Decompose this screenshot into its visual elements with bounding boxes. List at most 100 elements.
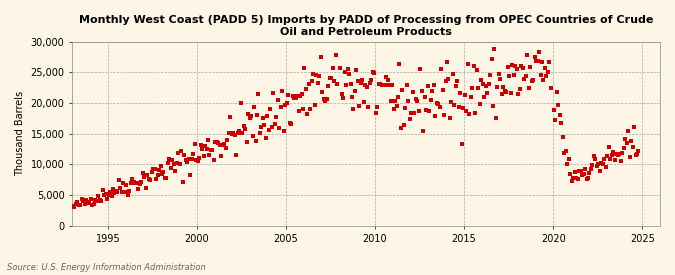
Point bbox=[351, 68, 362, 72]
Point bbox=[510, 64, 520, 68]
Point bbox=[241, 140, 252, 144]
Point bbox=[171, 161, 182, 165]
Point bbox=[118, 181, 129, 185]
Point bbox=[360, 82, 371, 87]
Point bbox=[580, 166, 591, 171]
Point bbox=[151, 177, 161, 181]
Point bbox=[194, 156, 205, 160]
Point bbox=[352, 79, 363, 83]
Point bbox=[134, 182, 145, 186]
Point bbox=[336, 92, 347, 97]
Point bbox=[298, 107, 308, 111]
Point bbox=[148, 166, 159, 171]
Point bbox=[479, 95, 489, 99]
Point bbox=[612, 153, 623, 157]
Point bbox=[419, 95, 430, 99]
Point bbox=[74, 203, 84, 208]
Point bbox=[618, 146, 629, 150]
Point bbox=[599, 157, 610, 161]
Point bbox=[534, 50, 545, 54]
Point bbox=[611, 152, 622, 156]
Point bbox=[192, 159, 203, 164]
Point bbox=[274, 125, 285, 130]
Point bbox=[313, 81, 323, 86]
Point bbox=[434, 105, 445, 109]
Point bbox=[221, 145, 232, 150]
Point bbox=[232, 131, 243, 136]
Point bbox=[149, 166, 160, 171]
Point bbox=[182, 160, 192, 165]
Point bbox=[327, 65, 338, 70]
Point bbox=[569, 170, 580, 175]
Point bbox=[345, 81, 356, 86]
Point bbox=[507, 63, 518, 68]
Point bbox=[211, 139, 222, 144]
Y-axis label: Thousand Barrels: Thousand Barrels bbox=[15, 91, 25, 176]
Point bbox=[136, 180, 146, 185]
Point bbox=[524, 65, 535, 70]
Point bbox=[339, 70, 350, 74]
Point bbox=[482, 91, 493, 95]
Point bbox=[383, 83, 394, 87]
Point bbox=[483, 82, 494, 86]
Point bbox=[269, 122, 280, 126]
Point bbox=[526, 78, 537, 83]
Point bbox=[292, 94, 302, 98]
Point bbox=[443, 76, 454, 81]
Point bbox=[562, 162, 572, 166]
Point bbox=[68, 204, 78, 208]
Point bbox=[170, 168, 181, 173]
Point bbox=[273, 98, 284, 103]
Point bbox=[230, 133, 240, 138]
Point bbox=[551, 90, 562, 95]
Point bbox=[393, 95, 404, 100]
Point bbox=[460, 93, 470, 98]
Point bbox=[632, 152, 643, 156]
Point bbox=[602, 154, 613, 158]
Point bbox=[626, 139, 637, 143]
Point bbox=[250, 138, 261, 143]
Point bbox=[284, 121, 295, 125]
Point bbox=[78, 199, 88, 203]
Point bbox=[350, 89, 360, 94]
Point bbox=[591, 164, 602, 168]
Point bbox=[425, 98, 436, 103]
Point bbox=[358, 99, 369, 104]
Point bbox=[300, 87, 311, 91]
Point bbox=[184, 156, 194, 161]
Point bbox=[554, 113, 565, 117]
Point bbox=[624, 155, 635, 159]
Point bbox=[87, 203, 98, 208]
Point bbox=[381, 75, 392, 79]
Point bbox=[348, 107, 359, 111]
Point bbox=[238, 124, 249, 128]
Point bbox=[581, 177, 592, 182]
Point bbox=[423, 84, 433, 89]
Point bbox=[321, 97, 332, 101]
Point bbox=[226, 132, 237, 136]
Point bbox=[445, 116, 456, 121]
Point bbox=[476, 78, 487, 82]
Point bbox=[169, 162, 180, 166]
Point bbox=[593, 162, 604, 166]
Point bbox=[202, 138, 213, 142]
Point bbox=[500, 89, 510, 93]
Point bbox=[388, 107, 399, 111]
Point bbox=[421, 108, 431, 112]
Point bbox=[243, 112, 254, 116]
Point bbox=[544, 60, 555, 64]
Point bbox=[441, 60, 452, 64]
Point bbox=[268, 91, 279, 95]
Point bbox=[179, 153, 190, 158]
Point bbox=[584, 171, 595, 175]
Point bbox=[254, 131, 265, 136]
Point bbox=[472, 86, 483, 90]
Point bbox=[223, 131, 234, 136]
Point bbox=[113, 178, 124, 183]
Point bbox=[100, 191, 111, 196]
Point bbox=[346, 95, 357, 100]
Point bbox=[514, 87, 525, 92]
Point bbox=[234, 129, 244, 134]
Point bbox=[253, 92, 264, 97]
Point bbox=[261, 136, 271, 140]
